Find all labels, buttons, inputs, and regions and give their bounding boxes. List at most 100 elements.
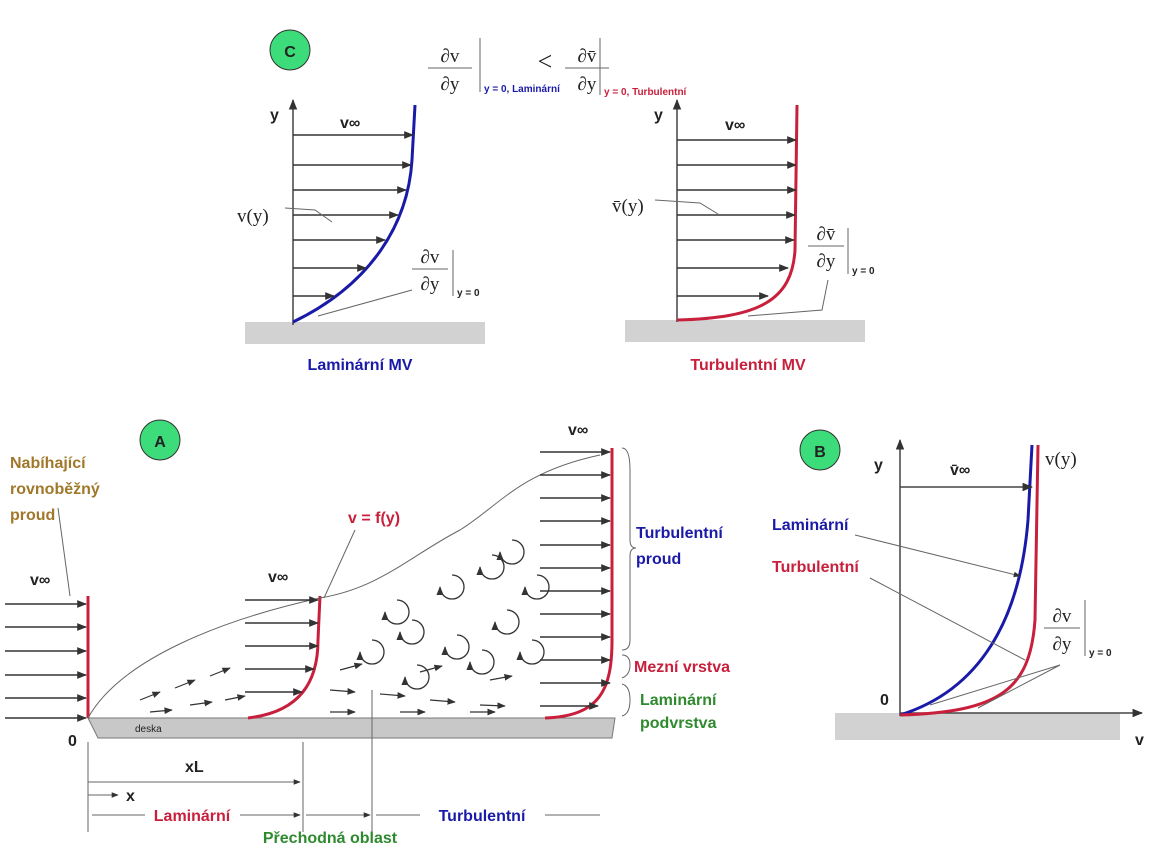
v-inf: v∞ [568,422,588,439]
subscript: y = 0 [457,288,480,299]
page: Mezní vrstva {"panel_c": {"badge": "C", … [0,0,1161,848]
eddy [360,640,384,664]
arrow [480,705,505,706]
eddy [440,575,464,599]
laminar-curve [900,445,1032,715]
arrow [340,664,362,670]
axis-label: y [874,457,883,474]
velocity-arrows [677,140,796,296]
numerator: ∂v̄ [817,224,836,245]
eddy [525,575,549,599]
v-inf: v∞ [725,117,745,134]
denominator: ∂y [421,274,440,295]
line [855,535,1020,576]
arrow [175,680,195,688]
shape [748,280,828,316]
shape [324,530,355,598]
axis-label: v [1135,732,1144,749]
subscript: y = 0 [1089,648,1112,659]
caption: Laminární MV [308,357,413,374]
profile-label: v(y) [1045,449,1077,470]
boundary-edge [88,455,600,718]
line [870,578,1025,660]
arrow [190,702,212,705]
dimension-label: x [126,788,135,805]
body: C ∂v ∂y y = 0, Laminární < ∂v̄ ∂y y = 0,… [0,0,1161,848]
profile-label: v(y) [237,206,269,227]
arrow [225,696,245,700]
v-inf: v∞ [268,569,288,586]
curve-label: Laminární [772,517,849,534]
panel-a: A Nabíhající rovnoběžný proud deska 0 v∞… [5,420,730,847]
denominator: ∂y [1053,634,1072,655]
region-label: Mezní vrstva [634,659,730,676]
region-label: Přechodná oblast [263,830,398,847]
subscript: y = 0, Turbulentní [604,87,688,98]
axis-label: y [270,107,279,124]
region-label: Laminární [154,808,231,825]
v-inf: v∞ [340,115,360,132]
incoming-label: Nabíhající [10,455,86,472]
ground [835,713,1120,740]
subscript: y = 0 [852,266,875,277]
arrow [210,668,230,676]
eddy [405,665,429,689]
dimension-label: xL [185,759,204,776]
badge-label: A [154,434,166,451]
arrow [150,710,172,712]
arrow [430,700,455,702]
brace [622,448,636,650]
profile-label: v = f(y) [348,510,400,527]
denominator: ∂y [441,74,460,95]
eddies [140,540,549,712]
eddy [495,610,519,634]
arrow [490,676,512,680]
incoming-label: proud [10,507,55,524]
profile-label: v̄(y) [612,196,644,217]
arrow [380,694,405,696]
region-label: proud [636,551,681,568]
origin: 0 [68,733,77,750]
arrow [140,692,160,700]
v-inf: v̄∞ [950,462,970,479]
profile-curve [293,105,415,322]
plate-label: deska [135,724,162,735]
velocity-arrows [293,135,413,296]
subscript: y = 0, Laminární [484,84,561,95]
region-label: podvrstva [640,715,717,732]
badge-label: C [284,44,296,61]
eddy [400,620,424,644]
numerator: ∂v [421,247,440,268]
badge-label: B [814,444,826,461]
numerator: ∂v̄ [578,46,597,67]
diagram: C ∂v ∂y y = 0, Laminární < ∂v̄ ∂y y = 0,… [0,0,1161,848]
eddy [470,650,494,674]
shape [58,508,70,596]
axis-label: y [654,107,663,124]
brace [622,684,630,716]
operator: < [538,47,553,76]
incoming-label: rovnoběžný [10,481,100,498]
panel-b: B y v 0 v̄∞ v(y) Laminární Turbulentní ∂… [772,430,1144,749]
ground [625,320,865,342]
panel-c: C ∂v ∂y y = 0, Laminární < ∂v̄ ∂y y = 0,… [237,30,875,374]
arrow [330,690,355,692]
shape [655,200,718,214]
shape [930,665,1060,708]
eddy [480,555,504,579]
eddy [385,600,409,624]
region-label: Turbulentní [439,808,526,825]
ground [245,322,485,344]
numerator: ∂v [441,46,460,67]
region-label: Laminární [640,692,717,709]
line [318,290,412,316]
curve-label: Turbulentní [772,559,859,576]
plate [88,718,615,738]
v-inf: v∞ [30,572,50,589]
brace [622,655,630,678]
eddy [520,640,544,664]
profile-curve [677,105,797,320]
eddy [445,635,469,659]
region-label: Turbulentní [636,525,723,542]
caption: Turbulentní MV [690,357,806,374]
